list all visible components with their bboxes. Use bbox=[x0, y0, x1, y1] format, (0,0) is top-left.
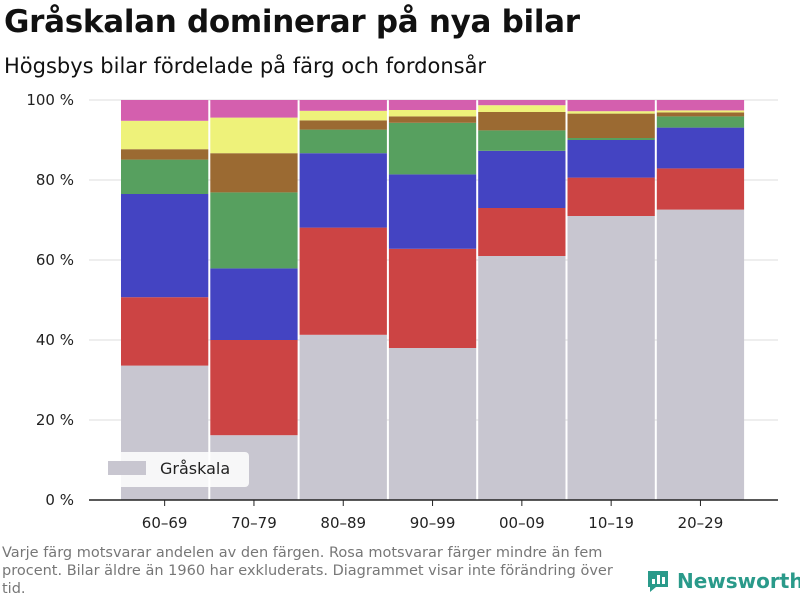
chart-title: Gråskalan dominerar på nya bilar bbox=[4, 4, 580, 40]
bar-segment bbox=[388, 122, 477, 175]
bar-segment bbox=[567, 177, 655, 216]
bar-segment bbox=[121, 297, 209, 366]
bar-segment bbox=[388, 100, 477, 110]
bar-segment bbox=[656, 100, 745, 111]
bar-segment bbox=[478, 256, 566, 500]
bar-segment bbox=[121, 120, 209, 150]
bar-segment bbox=[299, 110, 387, 121]
legend-box bbox=[100, 452, 249, 487]
bar-segment bbox=[567, 140, 655, 178]
bar-segment bbox=[478, 208, 566, 256]
chart-subtitle: Högsbys bilar fördelade på färg och ford… bbox=[4, 54, 487, 78]
bar-segment bbox=[388, 248, 477, 348]
brand-logo: Newsworthy bbox=[645, 568, 800, 594]
bar-segment bbox=[478, 100, 566, 106]
bar-segment bbox=[210, 192, 298, 269]
bar-segment bbox=[299, 120, 387, 130]
bar-segment bbox=[121, 159, 209, 194]
bar-segment bbox=[656, 110, 745, 113]
bar-segment bbox=[210, 153, 298, 193]
bar-segment bbox=[388, 348, 477, 500]
y-tick-label: 80 % bbox=[36, 171, 74, 189]
bar-segment bbox=[210, 268, 298, 340]
bar-segment bbox=[656, 116, 745, 128]
bar-segment bbox=[656, 127, 745, 169]
y-tick-label: 20 % bbox=[36, 411, 74, 429]
brand-name: Newsworthy bbox=[677, 569, 800, 593]
y-tick-label: 0 % bbox=[45, 491, 74, 509]
legend: Gråskala bbox=[100, 452, 249, 487]
footnote: Varje färg motsvarar andelen av den färg… bbox=[2, 545, 613, 597]
x-tick-label: 20–29 bbox=[678, 514, 724, 532]
bar-chart-logo-icon bbox=[648, 571, 668, 592]
bar-segment bbox=[388, 116, 477, 123]
x-tick-label: 90–99 bbox=[410, 514, 456, 532]
x-tick-label: 70–79 bbox=[231, 514, 277, 532]
bar-segment bbox=[388, 174, 477, 249]
bar-segment bbox=[299, 227, 387, 335]
bar-segment bbox=[388, 110, 477, 117]
legend-label: Gråskala bbox=[160, 459, 230, 478]
x-tick-label: 10–19 bbox=[588, 514, 634, 532]
bar-segment bbox=[210, 117, 298, 154]
bar-segment bbox=[121, 194, 209, 298]
x-tick-label: 00–09 bbox=[499, 514, 545, 532]
y-tick-label: 40 % bbox=[36, 331, 74, 349]
y-tick-label: 100 % bbox=[26, 91, 74, 109]
bar-segment bbox=[299, 153, 387, 228]
bar-segment bbox=[478, 112, 566, 131]
bar-segment bbox=[478, 130, 566, 151]
bar-segment bbox=[299, 100, 387, 111]
bar-segment bbox=[567, 216, 655, 500]
bar-segment bbox=[210, 100, 298, 118]
bar-segment bbox=[567, 100, 655, 112]
x-tick-label: 60–69 bbox=[142, 514, 188, 532]
bar-segment bbox=[210, 340, 298, 436]
bar-segment bbox=[121, 100, 209, 121]
bar-segment bbox=[478, 105, 566, 112]
bar-segment bbox=[656, 168, 745, 210]
bar-segment bbox=[299, 334, 387, 500]
bar-segment bbox=[121, 149, 209, 160]
bar-segment bbox=[567, 138, 655, 140]
legend-swatch bbox=[108, 461, 146, 475]
bars bbox=[121, 100, 745, 500]
bar-segment bbox=[656, 209, 745, 500]
y-axis: 0 % 20 % 40 % 60 % 80 % 100 % bbox=[26, 91, 74, 509]
bar-segment bbox=[567, 111, 655, 114]
y-tick-label: 60 % bbox=[36, 251, 74, 269]
bar-segment bbox=[478, 150, 566, 208]
bar-segment bbox=[656, 112, 745, 117]
x-axis: 60–69 70–79 80–89 90–99 00–09 10–19 20–29 bbox=[89, 499, 778, 532]
x-tick-label: 80–89 bbox=[320, 514, 366, 532]
bar-segment bbox=[567, 113, 655, 138]
bar-segment bbox=[299, 129, 387, 154]
